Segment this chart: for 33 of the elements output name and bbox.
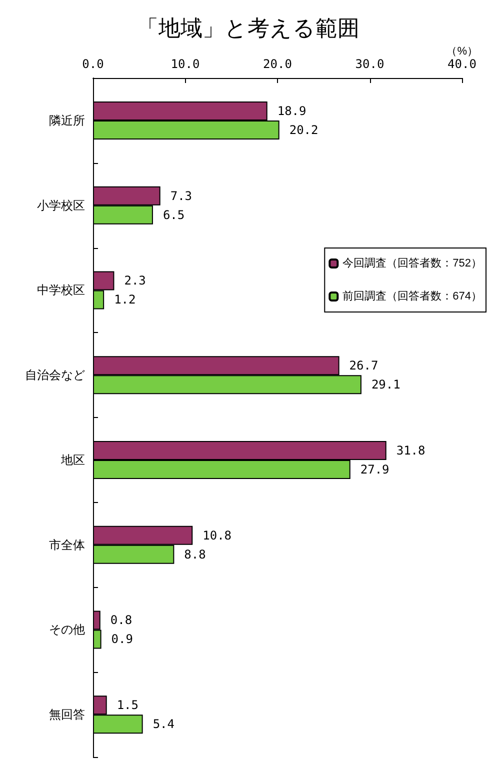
data-label: 31.8 — [396, 443, 426, 458]
data-label: 27.9 — [360, 462, 390, 476]
y-tick-label: 自治会など — [25, 368, 85, 382]
data-label: 5.4 — [152, 717, 175, 732]
data-label: 29.1 — [371, 378, 400, 392]
x-tick-label: 30.0 — [355, 57, 384, 71]
chart-title: 「地域」と考える範囲 — [136, 16, 360, 40]
data-label: 1.5 — [116, 698, 139, 712]
y-tick-label: 中学校区 — [37, 283, 85, 298]
data-label: 6.5 — [162, 208, 185, 222]
data-label: 26.7 — [349, 358, 378, 373]
y-tick-label: 小学校区 — [37, 198, 85, 212]
y-tick-label: 隣近所 — [49, 113, 85, 128]
y-tick-label: その他 — [49, 622, 85, 637]
data-label: 20.2 — [289, 122, 318, 137]
data-label: 1.2 — [114, 292, 136, 307]
data-label: 2.3 — [124, 274, 146, 288]
y-tick-label: 地区 — [60, 452, 85, 467]
x-tick-label: 40.0 — [448, 57, 476, 71]
data-label: 0.9 — [111, 632, 133, 646]
data-label: 7.3 — [170, 188, 192, 203]
data-label: 10.8 — [202, 528, 232, 542]
y-tick-label: 市全体 — [49, 538, 85, 552]
x-tick-label: 10.0 — [170, 57, 200, 71]
y-tick-label: 無回答 — [49, 708, 85, 722]
legend-label: 前回調査（回答者数：674） — [342, 290, 482, 302]
data-label: 8.8 — [184, 547, 206, 562]
legend-label: 今回調査（回答者数：752） — [342, 256, 482, 270]
data-label: 18.9 — [277, 104, 306, 118]
data-label: 0.8 — [110, 613, 132, 628]
text: （%） — [446, 46, 478, 58]
x-tick-label: 20.0 — [263, 57, 292, 71]
x-tick-label: 0.0 — [82, 57, 104, 71]
